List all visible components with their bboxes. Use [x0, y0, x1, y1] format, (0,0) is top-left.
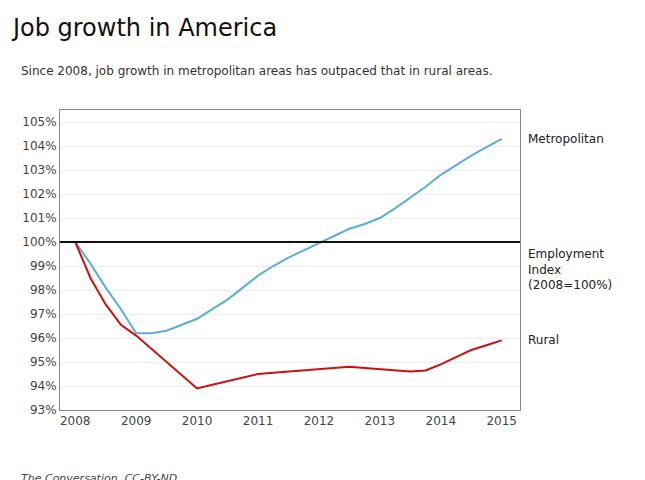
svg-text:2011: 2011: [243, 414, 274, 428]
svg-text:99%: 99%: [30, 259, 57, 273]
svg-text:100%: 100%: [22, 235, 56, 249]
svg-text:Since 2008, job growth in metr: Since 2008, job growth in metropolitan a…: [21, 64, 492, 78]
svg-text:The Conversation, CC-BY-ND: The Conversation, CC-BY-ND: [21, 472, 177, 480]
svg-text:97%: 97%: [30, 307, 57, 321]
svg-text:104%: 104%: [22, 139, 56, 153]
svg-text:2009: 2009: [121, 414, 152, 428]
svg-text:2012: 2012: [304, 414, 335, 428]
svg-text:103%: 103%: [22, 163, 56, 177]
svg-text:96%: 96%: [30, 331, 57, 345]
svg-text:105%: 105%: [22, 115, 56, 129]
svg-text:98%: 98%: [30, 283, 57, 297]
svg-text:EmploymentIndex(2008=100%): EmploymentIndex(2008=100%): [528, 247, 612, 292]
svg-text:2014: 2014: [426, 414, 457, 428]
svg-text:Metropolitan: Metropolitan: [528, 132, 604, 146]
svg-text:2015: 2015: [486, 414, 517, 428]
svg-text:95%: 95%: [30, 355, 57, 369]
svg-text:93%: 93%: [30, 403, 57, 417]
svg-text:Rural: Rural: [528, 333, 559, 347]
svg-text:94%: 94%: [30, 379, 57, 393]
svg-text:101%: 101%: [22, 211, 56, 225]
svg-text:2013: 2013: [365, 414, 396, 428]
svg-text:2010: 2010: [182, 414, 213, 428]
svg-text:102%: 102%: [22, 187, 56, 201]
svg-text:2008: 2008: [60, 414, 91, 428]
svg-text:Job growth in America: Job growth in America: [11, 14, 277, 42]
